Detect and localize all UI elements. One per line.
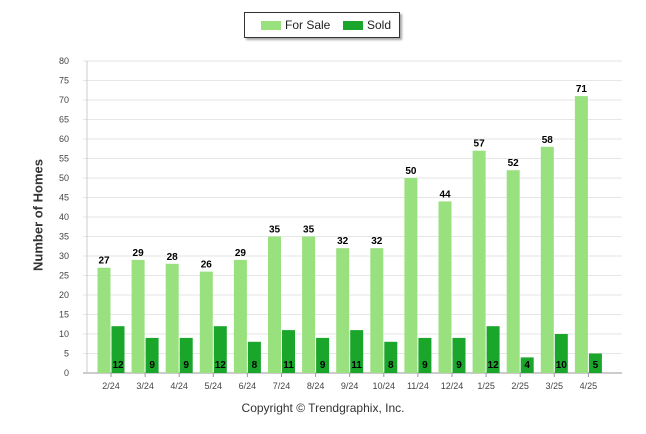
- data-label-for-sale: 52: [508, 158, 520, 169]
- bar-sold: [418, 337, 432, 373]
- x-tick-label: 2/25: [511, 381, 529, 391]
- y-tick-label: 75: [59, 76, 69, 86]
- data-label-sold: 8: [388, 360, 394, 371]
- y-tick-label: 65: [59, 115, 69, 125]
- data-label-for-sale: 29: [235, 248, 247, 259]
- x-tick-label: 6/24: [239, 381, 257, 391]
- data-label-sold: 9: [422, 360, 428, 371]
- x-tick-label: 3/25: [546, 381, 564, 391]
- y-tick-label: 55: [59, 154, 69, 164]
- y-tick-label: 20: [59, 290, 69, 300]
- y-tick-label: 80: [59, 56, 69, 66]
- y-tick-label: 50: [59, 173, 69, 183]
- bar-sold: [384, 341, 398, 373]
- y-tick-label: 45: [59, 193, 69, 203]
- bar-for-sale: [574, 96, 588, 373]
- x-tick-label: 2/24: [102, 381, 120, 391]
- y-tick-label: 10: [59, 329, 69, 339]
- data-label-for-sale: 26: [201, 260, 213, 271]
- y-tick-label: 15: [59, 310, 69, 320]
- bar-sold: [145, 337, 159, 373]
- bar-sold: [213, 326, 227, 373]
- data-label-for-sale: 58: [542, 135, 554, 146]
- y-tick-label: 60: [59, 134, 69, 144]
- y-tick-label: 40: [59, 212, 69, 222]
- bar-for-sale: [199, 271, 213, 373]
- bar-sold: [486, 326, 500, 373]
- data-label-sold: 12: [112, 360, 124, 371]
- x-tick-label: 11/24: [407, 381, 429, 391]
- bar-for-sale: [165, 263, 179, 373]
- data-label-sold: 9: [456, 360, 462, 371]
- data-label-for-sale: 27: [98, 256, 110, 267]
- data-label-for-sale: 32: [337, 236, 349, 247]
- bar-for-sale: [506, 170, 520, 373]
- x-tick-label: 3/24: [136, 381, 154, 391]
- y-tick-label: 5: [64, 349, 69, 359]
- bar-for-sale: [268, 236, 281, 373]
- x-tick-label: 1/25: [477, 381, 495, 391]
- bar-for-sale: [370, 248, 384, 373]
- bar-for-sale: [97, 267, 111, 373]
- bar-sold: [247, 341, 261, 373]
- bar-for-sale: [540, 146, 554, 373]
- data-label-sold: 11: [351, 360, 362, 371]
- data-label-for-sale: 57: [474, 139, 486, 150]
- bar-for-sale: [438, 201, 452, 373]
- copyright-text: Copyright © Trendgraphix, Inc.: [241, 401, 405, 415]
- x-tick-label: 7/24: [273, 381, 291, 391]
- data-label-sold: 11: [283, 360, 294, 371]
- bar-for-sale: [302, 236, 316, 373]
- x-tick-label: 4/25: [580, 381, 598, 391]
- x-tick-label: 9/24: [341, 381, 359, 391]
- y-tick-label: 70: [59, 95, 69, 105]
- data-label-sold: 12: [488, 360, 500, 371]
- data-label-for-sale: 28: [167, 252, 179, 263]
- bar-sold: [554, 334, 568, 373]
- y-tick-label: 25: [59, 271, 69, 281]
- data-label-for-sale: 32: [371, 236, 383, 247]
- bar-for-sale: [404, 178, 418, 373]
- y-tick-label: 30: [59, 251, 69, 261]
- data-label-for-sale: 35: [303, 225, 315, 236]
- x-tick-label: 10/24: [373, 381, 396, 391]
- x-tick-label: 4/24: [170, 381, 188, 391]
- legend-swatch-sold: [343, 21, 363, 30]
- data-label-for-sale: 71: [576, 84, 588, 95]
- data-label-sold: 9: [149, 360, 155, 371]
- data-label-sold: 5: [593, 360, 599, 371]
- legend-swatch-for-sale: [261, 21, 281, 30]
- bar-sold: [588, 353, 602, 373]
- data-label-for-sale: 29: [133, 248, 145, 259]
- bar-sold: [452, 337, 466, 373]
- y-tick-label: 35: [59, 232, 69, 242]
- x-tick-label: 12/24: [441, 381, 464, 391]
- bar-for-sale: [336, 248, 350, 373]
- bar-sold: [520, 357, 534, 373]
- data-label-sold: 12: [215, 360, 227, 371]
- data-label-for-sale: 35: [269, 225, 281, 236]
- data-label-sold: 10: [556, 360, 568, 371]
- chart-legend: For Sale Sold: [244, 12, 400, 38]
- data-label-sold: 9: [183, 360, 189, 371]
- legend-label-for-sale: For Sale: [285, 18, 331, 32]
- data-label-for-sale: 44: [439, 189, 451, 200]
- bar-for-sale: [131, 259, 145, 373]
- data-label-sold: 4: [524, 360, 530, 371]
- x-tick-label: 8/24: [307, 381, 325, 391]
- bar-for-sale: [472, 150, 486, 373]
- bar-sold: [179, 337, 193, 373]
- y-tick-label: 0: [64, 368, 69, 378]
- bar-for-sale: [233, 259, 247, 373]
- data-label-sold: 8: [252, 360, 258, 371]
- data-label-sold: 9: [320, 360, 326, 371]
- data-label-for-sale: 50: [405, 166, 417, 177]
- bar-sold: [316, 337, 330, 373]
- x-tick-label: 5/24: [205, 381, 223, 391]
- bar-sold: [282, 330, 295, 373]
- bar-sold: [350, 330, 364, 373]
- bar-sold: [111, 326, 125, 373]
- legend-label-sold: Sold: [367, 18, 392, 32]
